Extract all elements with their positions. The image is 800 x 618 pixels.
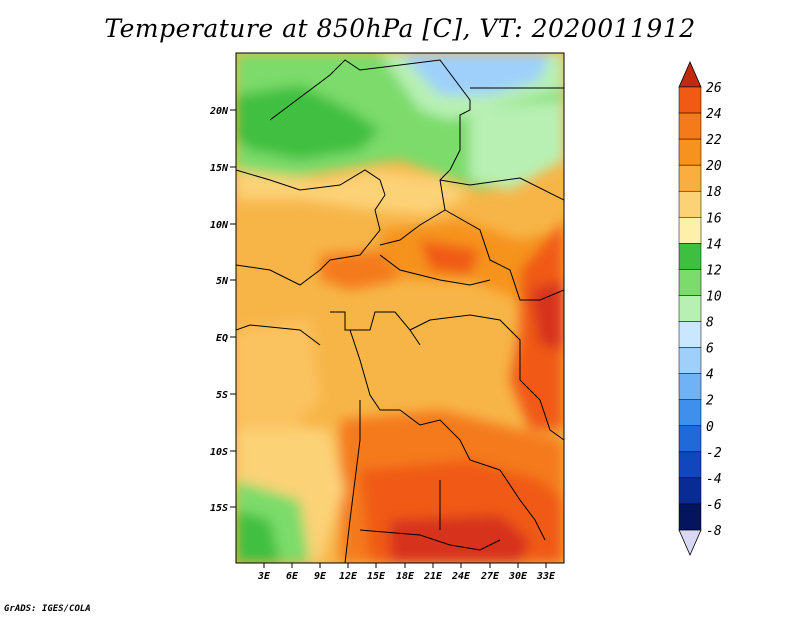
lon-tick-label: 18E: [396, 571, 415, 582]
lat-tick-label: 15S: [210, 503, 228, 514]
lon-tick-label: 9E: [314, 571, 327, 582]
colorbar-label: 14: [706, 237, 722, 252]
colorbar-swatch: [678, 269, 702, 296]
colorbar-swatch: [678, 321, 702, 348]
lon-tick-label: 15E: [367, 571, 386, 582]
lat-tick-label: 15N: [210, 163, 229, 174]
latitude-axis: 20N 15N 10N 5N EQ 5S 10S 15S: [209, 106, 236, 514]
colorbar-swatch: [678, 373, 702, 400]
colorbar-label: -6: [706, 498, 722, 513]
lat-tick-label: 5S: [216, 390, 228, 401]
lat-tick-label: 10N: [210, 220, 229, 231]
colorbar-label: 0: [706, 420, 714, 435]
colorbar-label: 12: [706, 263, 722, 278]
colorbar-lower-cap: [678, 529, 702, 556]
colorbar-label: 6: [706, 342, 714, 357]
colorbar-label: 4: [706, 368, 714, 383]
lat-tick-label: 20N: [209, 106, 229, 117]
country-borders: [236, 59, 564, 563]
lat-tick-label: 10S: [210, 447, 228, 458]
colorbar-label: 8: [706, 316, 714, 331]
lon-tick-label: 24E: [451, 571, 471, 582]
lon-tick-label: 30E: [508, 571, 528, 582]
colorbar-swatch: [678, 217, 702, 244]
colorbar-label: 16: [706, 211, 722, 226]
lat-tick-label: EQ: [216, 333, 228, 344]
colorbar-swatch: [678, 295, 702, 322]
lat-tick-label: 5N: [216, 276, 229, 287]
colorbar-swatch: [678, 112, 702, 140]
colorbar-swatch: [678, 86, 702, 114]
colorbar-swatch: [678, 138, 702, 166]
colorbar-swatch: [678, 503, 702, 531]
colorbar-swatch: [678, 243, 702, 270]
colorbar-label: 10: [706, 289, 722, 304]
colorbar-swatch: [678, 347, 702, 374]
temperature-field: [236, 53, 564, 563]
colorbar-label: 18: [706, 185, 722, 200]
colorbar-swatch: [678, 425, 702, 453]
lon-tick-label: 21E: [423, 571, 443, 582]
lon-tick-label: 27E: [480, 571, 500, 582]
colorbar-swatch: [678, 399, 702, 427]
colorbar-label: 20: [706, 159, 722, 174]
lon-tick-label: 12E: [339, 571, 358, 582]
lon-tick-label: 6E: [286, 571, 299, 582]
colorbar-upper-cap: [678, 61, 702, 88]
colorbar-label: -4: [706, 472, 722, 487]
lon-tick-label: 3E: [257, 571, 271, 582]
colorbar-label: 24: [706, 107, 722, 122]
lon-tick-label: 33E: [536, 571, 556, 582]
colorbar-swatch: [678, 164, 702, 192]
colorbar-label: 2: [706, 394, 714, 409]
colorbar-swatch: [678, 190, 702, 218]
colorbar-label: -2: [706, 446, 722, 461]
colorbar-swatch: [678, 451, 702, 479]
longitude-axis: 3E 6E 9E 12E 15E 18E 21E 24E 27E 30E 33E: [257, 563, 556, 582]
colorbar-label: 26: [706, 81, 722, 96]
map-frame: [235, 52, 565, 564]
colorbar-label: 22: [706, 133, 722, 148]
colorbar-swatch: [678, 477, 702, 505]
map-title: Temperature at 850hPa [C], VT: 202001191…: [104, 14, 696, 43]
colorbar-label: -8: [706, 524, 722, 539]
credit-label: GrADS: IGES/COLA: [4, 604, 91, 614]
